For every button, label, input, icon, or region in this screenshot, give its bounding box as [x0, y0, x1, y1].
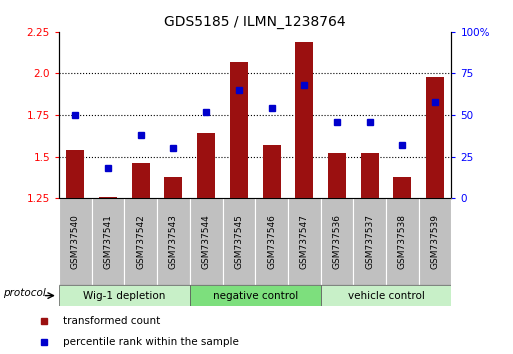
Text: GSM737547: GSM737547 [300, 214, 309, 269]
Bar [328, 153, 346, 198]
Text: GSM737540: GSM737540 [71, 214, 80, 269]
Bar [230, 62, 248, 198]
Bar [165, 177, 183, 198]
Text: GSM737544: GSM737544 [202, 214, 211, 269]
Text: percentile rank within the sample: percentile rank within the sample [63, 337, 239, 348]
Bar [157, 198, 190, 285]
Text: Wig-1 depletion: Wig-1 depletion [83, 291, 166, 301]
Bar [99, 196, 117, 198]
Bar [386, 198, 419, 285]
Bar [426, 77, 444, 198]
Text: protocol: protocol [3, 289, 46, 298]
Bar [295, 42, 313, 198]
Text: negative control: negative control [212, 291, 298, 301]
Bar [353, 198, 386, 285]
Bar [263, 145, 281, 198]
Bar [255, 198, 288, 285]
Text: GSM737542: GSM737542 [136, 214, 145, 269]
Bar [419, 198, 451, 285]
Bar [197, 133, 215, 198]
Bar [132, 163, 150, 198]
Text: GSM737543: GSM737543 [169, 214, 178, 269]
Bar [321, 285, 451, 306]
Bar [66, 150, 84, 198]
Bar [190, 285, 321, 306]
Bar [124, 198, 157, 285]
Text: GSM737539: GSM737539 [430, 214, 440, 269]
Bar [288, 198, 321, 285]
Bar [361, 153, 379, 198]
Text: transformed count: transformed count [63, 316, 160, 326]
Text: GSM737546: GSM737546 [267, 214, 276, 269]
Title: GDS5185 / ILMN_1238764: GDS5185 / ILMN_1238764 [164, 16, 346, 29]
Bar [321, 198, 353, 285]
Text: GSM737545: GSM737545 [234, 214, 243, 269]
Bar [190, 198, 223, 285]
Bar [59, 198, 92, 285]
Bar [92, 198, 125, 285]
Bar [223, 198, 255, 285]
Text: GSM737541: GSM737541 [104, 214, 112, 269]
Bar [59, 285, 190, 306]
Text: GSM737537: GSM737537 [365, 214, 374, 269]
Text: vehicle control: vehicle control [348, 291, 424, 301]
Text: GSM737536: GSM737536 [332, 214, 342, 269]
Bar [393, 177, 411, 198]
Text: GSM737538: GSM737538 [398, 214, 407, 269]
